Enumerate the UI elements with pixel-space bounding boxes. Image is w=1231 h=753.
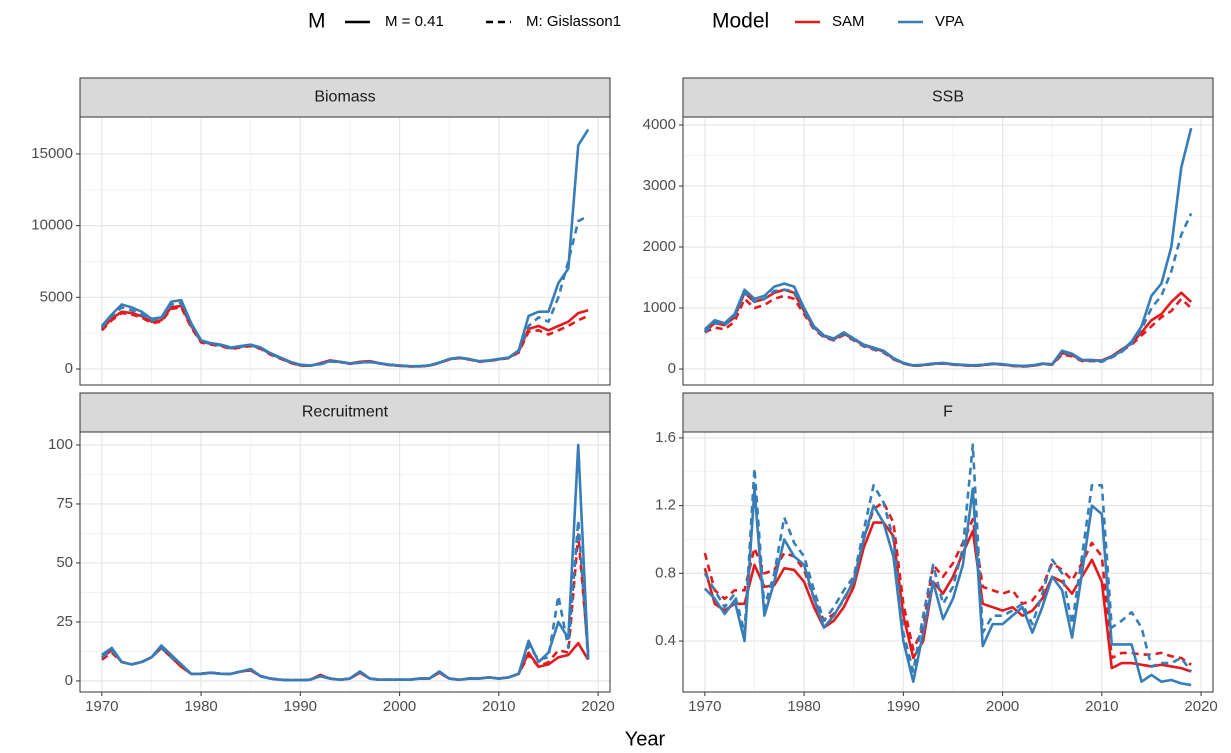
series-line [101,519,590,682]
strip [79,77,611,118]
x-tick-label: 1970 [688,698,721,715]
x-tick-label: 1990 [284,698,317,715]
panel [683,117,1213,385]
y-tick-label: 0.8 [655,564,676,581]
y-tick-label: 50 [56,554,73,571]
legend-label: VPA [935,13,964,30]
series-line [703,443,1193,673]
x-tick-label: 2020 [1184,698,1217,715]
x-tick-label: 2000 [986,698,1019,715]
legend-label: SAM [832,13,865,30]
y-tick-label: 100 [48,436,73,453]
y-tick-label: 75 [56,495,73,512]
x-tick-label: 2000 [383,698,416,715]
series-line [100,214,589,368]
y-tick-label: 10000 [31,217,73,234]
y-tick-label: 1.6 [655,429,676,446]
x-axis-title: Year [625,728,666,750]
series-group [703,443,1193,687]
series-line [703,521,1192,673]
strip [682,392,1214,433]
y-tick-label: 4000 [643,116,676,133]
legend-title: Model [712,10,769,33]
series-group [100,128,590,368]
y-tick-label: 0 [668,360,676,377]
series-group [703,127,1193,368]
strip-label: Biomass [314,89,375,106]
legend-label: M: Gislasson1 [526,13,621,30]
panel [80,432,610,692]
legend-label: M = 0.41 [385,13,444,30]
y-tick-label: 0.4 [655,632,676,649]
y-tick-label: 0 [65,672,73,689]
strip [79,392,611,433]
y-tick-label: 3000 [643,177,676,194]
panel-border [79,431,611,693]
panel-border [682,431,1214,693]
y-tick-label: 1000 [643,299,676,316]
strip-label: F [943,404,953,421]
x-tick-label: 1990 [887,698,920,715]
x-tick-label: 2020 [581,698,614,715]
y-tick-label: 0 [65,360,73,377]
x-tick-label: 2010 [482,698,515,715]
y-tick-label: 2000 [643,238,676,255]
legend-title: M [308,10,326,33]
series-group [101,443,590,682]
x-tick-label: 2010 [1085,698,1118,715]
y-tick-label: 1.2 [655,497,676,514]
panel-border [79,116,611,386]
strip-label: Recruitment [302,404,389,421]
y-tick-label: 5000 [40,288,73,305]
x-tick-label: 1970 [85,698,118,715]
x-tick-label: 1980 [184,698,217,715]
panel [80,117,610,385]
series-line [703,212,1193,368]
panel-border [682,116,1214,386]
y-tick-label: 15000 [31,145,73,162]
series-line [703,487,1192,687]
x-tick-label: 1980 [787,698,820,715]
strip [682,77,1214,118]
y-tick-label: 25 [56,613,73,630]
panel [683,432,1213,692]
strip-label: SSB [932,89,964,106]
